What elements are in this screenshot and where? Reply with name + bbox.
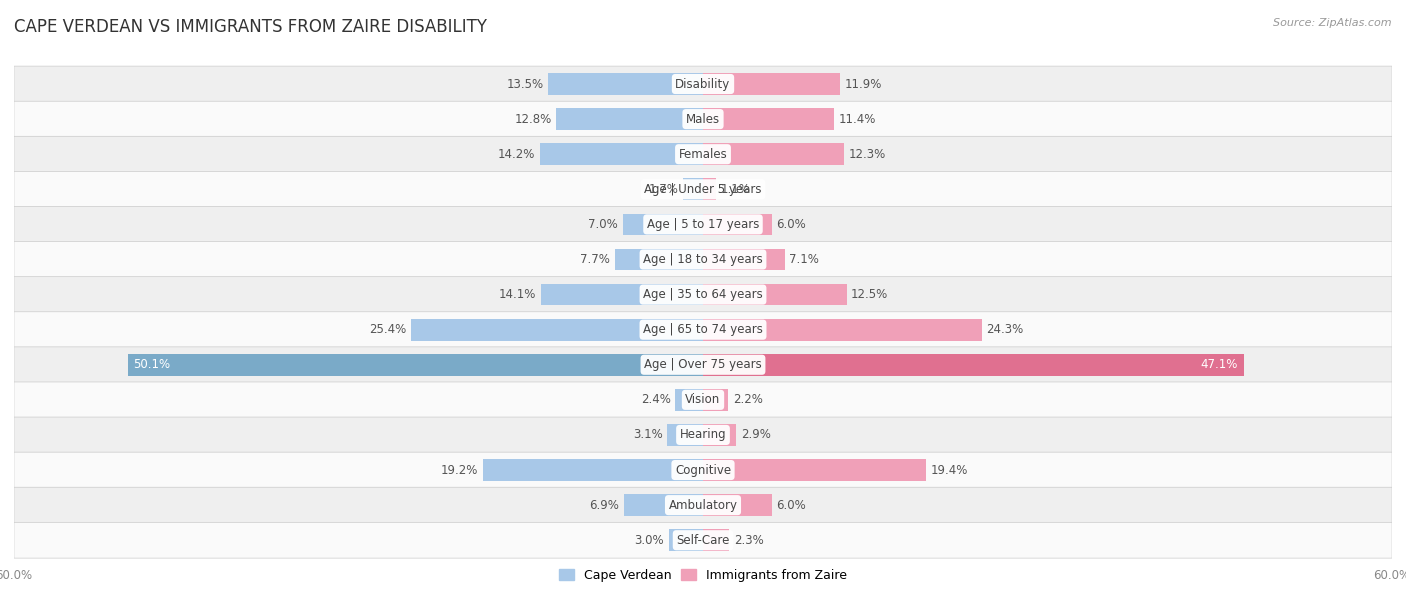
Text: Age | Over 75 years: Age | Over 75 years — [644, 358, 762, 371]
FancyBboxPatch shape — [14, 347, 1392, 382]
Text: Age | 65 to 74 years: Age | 65 to 74 years — [643, 323, 763, 336]
Text: Age | 5 to 17 years: Age | 5 to 17 years — [647, 218, 759, 231]
FancyBboxPatch shape — [14, 522, 1392, 558]
Text: 2.2%: 2.2% — [733, 394, 762, 406]
Text: Age | Under 5 years: Age | Under 5 years — [644, 183, 762, 196]
Text: 6.9%: 6.9% — [589, 499, 619, 512]
Text: 19.4%: 19.4% — [931, 463, 967, 477]
Text: 11.4%: 11.4% — [838, 113, 876, 125]
Text: 7.1%: 7.1% — [789, 253, 818, 266]
Text: Vision: Vision — [685, 394, 721, 406]
FancyBboxPatch shape — [14, 66, 1392, 102]
Text: 7.0%: 7.0% — [588, 218, 619, 231]
FancyBboxPatch shape — [14, 382, 1392, 418]
Bar — [703, 459, 925, 481]
Bar — [703, 529, 730, 551]
Bar — [412, 319, 703, 340]
Text: Source: ZipAtlas.com: Source: ZipAtlas.com — [1274, 18, 1392, 28]
Text: 6.0%: 6.0% — [776, 218, 806, 231]
Text: 14.1%: 14.1% — [499, 288, 537, 301]
Text: 2.9%: 2.9% — [741, 428, 770, 441]
FancyBboxPatch shape — [14, 101, 1392, 137]
Bar — [541, 284, 703, 305]
Text: 25.4%: 25.4% — [370, 323, 406, 336]
Text: Age | 35 to 64 years: Age | 35 to 64 years — [643, 288, 763, 301]
Text: 13.5%: 13.5% — [506, 78, 543, 91]
Bar — [703, 108, 834, 130]
Legend: Cape Verdean, Immigrants from Zaire: Cape Verdean, Immigrants from Zaire — [554, 564, 852, 587]
Bar — [703, 424, 737, 446]
Text: 19.2%: 19.2% — [440, 463, 478, 477]
Text: 12.8%: 12.8% — [515, 113, 551, 125]
FancyBboxPatch shape — [14, 277, 1392, 313]
Bar — [540, 143, 703, 165]
Bar — [128, 354, 703, 376]
FancyBboxPatch shape — [14, 417, 1392, 453]
Text: 12.5%: 12.5% — [851, 288, 889, 301]
Bar — [668, 424, 703, 446]
FancyBboxPatch shape — [14, 136, 1392, 172]
Text: 47.1%: 47.1% — [1201, 358, 1239, 371]
FancyBboxPatch shape — [14, 171, 1392, 207]
Text: 3.1%: 3.1% — [633, 428, 662, 441]
Text: 6.0%: 6.0% — [776, 499, 806, 512]
Bar — [703, 143, 844, 165]
Bar — [623, 214, 703, 235]
Text: 50.1%: 50.1% — [134, 358, 170, 371]
Text: Cognitive: Cognitive — [675, 463, 731, 477]
Text: Ambulatory: Ambulatory — [668, 499, 738, 512]
Text: 2.4%: 2.4% — [641, 394, 671, 406]
Text: 11.9%: 11.9% — [844, 78, 882, 91]
FancyBboxPatch shape — [14, 487, 1392, 523]
Text: Age | 18 to 34 years: Age | 18 to 34 years — [643, 253, 763, 266]
Bar — [548, 73, 703, 95]
Text: 24.3%: 24.3% — [987, 323, 1024, 336]
Bar — [703, 389, 728, 411]
Bar — [482, 459, 703, 481]
Text: Males: Males — [686, 113, 720, 125]
Bar — [703, 248, 785, 271]
Bar — [683, 179, 703, 200]
Bar — [703, 284, 846, 305]
Bar — [614, 248, 703, 271]
Bar — [703, 494, 772, 516]
FancyBboxPatch shape — [14, 206, 1392, 242]
Text: 7.7%: 7.7% — [581, 253, 610, 266]
Text: 1.7%: 1.7% — [650, 183, 679, 196]
Bar — [703, 354, 1244, 376]
Text: 3.0%: 3.0% — [634, 534, 664, 547]
FancyBboxPatch shape — [14, 242, 1392, 277]
Bar — [555, 108, 703, 130]
Text: 2.3%: 2.3% — [734, 534, 763, 547]
Text: 12.3%: 12.3% — [849, 147, 886, 161]
Text: Hearing: Hearing — [679, 428, 727, 441]
Bar — [703, 319, 981, 340]
Bar — [703, 214, 772, 235]
Bar — [669, 529, 703, 551]
Bar — [624, 494, 703, 516]
Bar — [703, 73, 839, 95]
Bar — [675, 389, 703, 411]
Text: Self-Care: Self-Care — [676, 534, 730, 547]
Text: 14.2%: 14.2% — [498, 147, 536, 161]
Text: Females: Females — [679, 147, 727, 161]
Text: CAPE VERDEAN VS IMMIGRANTS FROM ZAIRE DISABILITY: CAPE VERDEAN VS IMMIGRANTS FROM ZAIRE DI… — [14, 18, 486, 36]
FancyBboxPatch shape — [14, 452, 1392, 488]
Bar — [703, 179, 716, 200]
FancyBboxPatch shape — [14, 312, 1392, 348]
Text: 1.1%: 1.1% — [720, 183, 749, 196]
Text: Disability: Disability — [675, 78, 731, 91]
